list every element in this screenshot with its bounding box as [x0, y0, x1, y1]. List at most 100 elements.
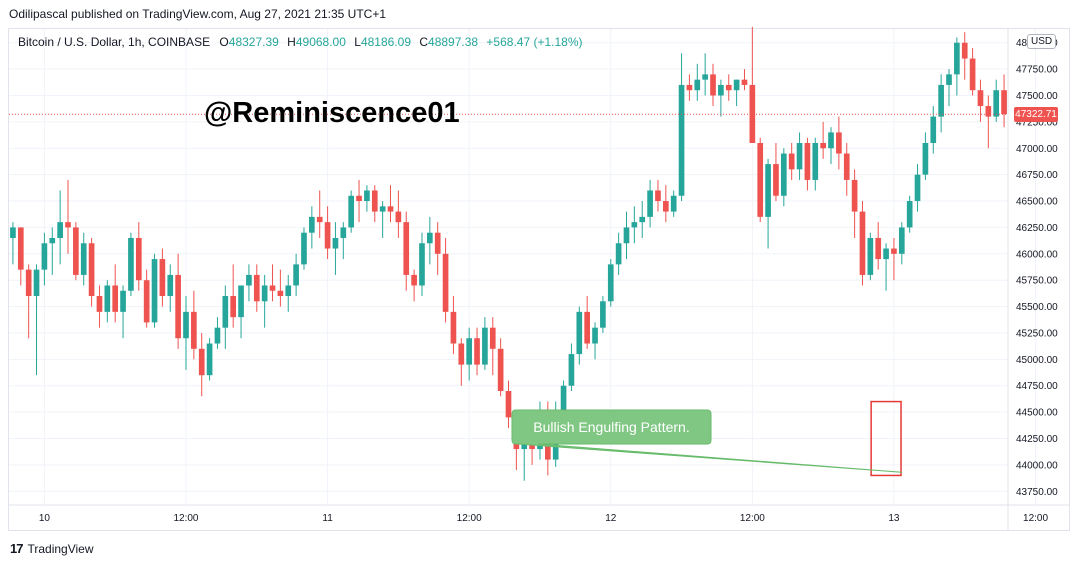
- candle-body: [993, 90, 1000, 117]
- candle-body: [261, 285, 268, 302]
- callout-label: Bullish Engulfing Pattern.: [533, 419, 690, 435]
- candle-body: [371, 190, 378, 212]
- candle-body: [812, 142, 819, 180]
- x-tick-label: 12:00: [1023, 513, 1048, 524]
- currency-button[interactable]: USD: [1027, 34, 1057, 49]
- candle-body: [403, 222, 410, 275]
- candle-body: [560, 385, 567, 418]
- y-tick-label: 47000.00: [1016, 144, 1058, 155]
- y-tick-label: 44750.00: [1016, 381, 1058, 392]
- low-value: 48186.09: [360, 35, 411, 49]
- open-label: O: [219, 35, 229, 49]
- candle-body: [277, 290, 284, 297]
- change-value: +568.47 (+1.18%): [486, 35, 583, 49]
- candle-body: [773, 164, 779, 196]
- y-tick-label: 45000.00: [1016, 355, 1058, 366]
- tradingview-brand[interactable]: 17 TradingView: [10, 541, 94, 556]
- pattern-highlight-box[interactable]: [870, 400, 902, 477]
- candle-body: [143, 280, 150, 323]
- candle-body: [655, 190, 661, 202]
- candle-body: [466, 338, 473, 365]
- candle-body: [206, 343, 213, 376]
- y-tick-label: 44000.00: [1016, 460, 1058, 471]
- candle-body: [25, 269, 32, 297]
- candle-body: [875, 237, 882, 260]
- x-tick-label: 12:00: [740, 513, 765, 524]
- candle-body: [898, 227, 905, 254]
- candle-body: [434, 232, 441, 254]
- candle-body: [379, 206, 386, 212]
- candle-body: [458, 343, 465, 365]
- y-tick-label: 46750.00: [1016, 170, 1058, 181]
- callout-bubble[interactable]: [511, 409, 902, 473]
- candle-body: [883, 248, 889, 260]
- candle-body: [183, 311, 189, 339]
- candle-body: [969, 58, 976, 91]
- candle-body: [489, 327, 496, 349]
- candle-body: [678, 84, 685, 196]
- candle-body: [906, 201, 913, 228]
- candle-body: [316, 216, 323, 223]
- candle-body: [191, 311, 197, 349]
- candle-body: [395, 211, 402, 223]
- candle-body: [867, 237, 874, 275]
- candle-body: [324, 222, 331, 249]
- candle-body: [607, 264, 614, 302]
- brand-name: TradingView: [27, 541, 94, 556]
- last-price-label: 47322.71: [1014, 106, 1058, 122]
- candle-body: [10, 227, 16, 238]
- candle-body: [686, 84, 693, 91]
- author-watermark: @Reminiscence01: [204, 97, 460, 129]
- low-label: L: [354, 35, 361, 49]
- symbol-name: Bitcoin / U.S. Dollar, 1h, COINBASE: [18, 35, 211, 49]
- candle-body: [836, 132, 842, 154]
- x-tick-label: 12: [605, 513, 617, 524]
- candle-body: [151, 259, 158, 323]
- candle-body: [104, 285, 111, 312]
- candle-body: [73, 227, 79, 275]
- candle-body: [222, 296, 229, 328]
- candle-body: [246, 274, 252, 286]
- candle-body: [474, 338, 480, 365]
- candle-body: [214, 327, 221, 344]
- candle-body: [662, 201, 669, 212]
- candle-body: [411, 274, 417, 286]
- open-value: 48327.39: [228, 35, 279, 49]
- close-value: 48897.38: [428, 35, 479, 49]
- candle-body: [914, 174, 921, 202]
- close-label: C: [419, 35, 429, 49]
- candle-body: [364, 190, 370, 202]
- candle-body: [647, 190, 653, 217]
- y-tick-label: 46000.00: [1016, 249, 1058, 260]
- candle-body: [804, 142, 811, 180]
- candle-body: [788, 153, 795, 170]
- y-tick-label: 47250.00: [1016, 117, 1058, 128]
- x-tick-label: 13: [888, 513, 900, 524]
- candle-body: [49, 237, 56, 244]
- candle-body: [175, 274, 181, 339]
- candle-body: [725, 84, 732, 91]
- candle-body: [859, 211, 866, 275]
- candle-body: [285, 285, 292, 297]
- candle-body: [946, 74, 952, 85]
- candle-body: [309, 216, 315, 233]
- publisher-line: Odilipascal published on TradingView.com…: [9, 7, 387, 21]
- candle-body: [670, 195, 677, 212]
- candle-body: [741, 79, 748, 85]
- candle-body: [293, 264, 299, 286]
- candle-body: [41, 243, 48, 270]
- y-tick-label: 44250.00: [1016, 434, 1058, 445]
- candle-body: [238, 285, 244, 318]
- candle-body: [930, 116, 937, 143]
- candle-body: [623, 227, 630, 244]
- candle-body: [615, 243, 622, 265]
- candle-body: [938, 84, 944, 117]
- candle-body: [159, 259, 166, 297]
- y-tick-label: 47750.00: [1016, 65, 1058, 76]
- candle-body: [57, 222, 63, 238]
- candle-body: [340, 227, 347, 238]
- tradingview-logo-icon: 17: [10, 541, 24, 556]
- candle-body: [757, 142, 764, 217]
- symbol-legend[interactable]: Bitcoin / U.S. Dollar, 1h, COINBASE O483…: [18, 35, 583, 49]
